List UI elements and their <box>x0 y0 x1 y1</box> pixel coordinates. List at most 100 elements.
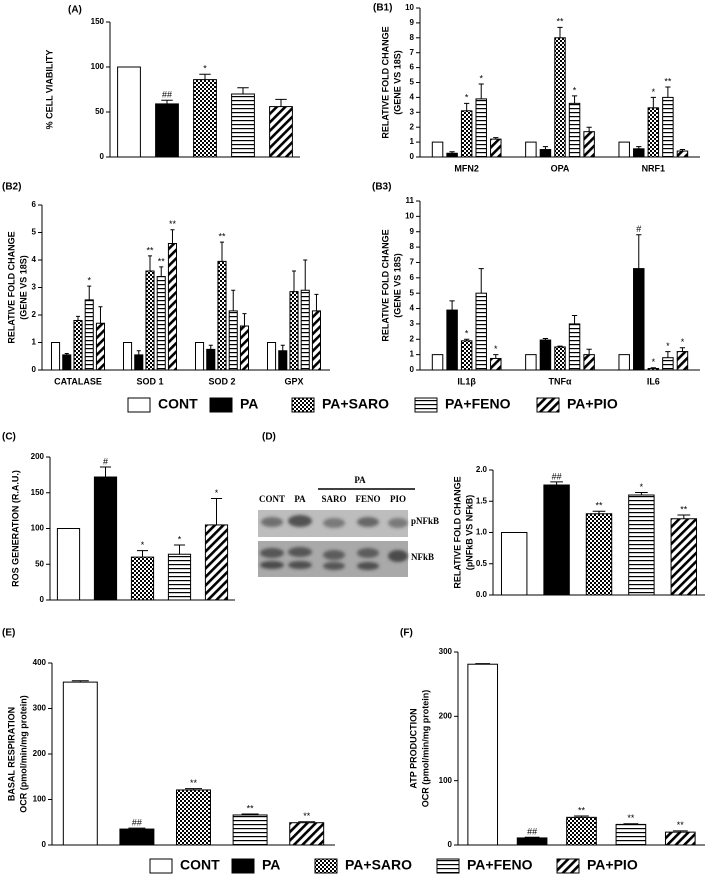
lane-label: CONT <box>259 494 285 504</box>
y-tick-label: 3 <box>410 107 415 116</box>
y-axis-label: RELATIVE FOLD CHANGE <box>6 231 16 343</box>
error-bar <box>136 550 149 558</box>
bar <box>516 837 548 846</box>
bar <box>554 37 566 158</box>
y-tick-label: 1.0 <box>476 528 488 537</box>
significance-mark: * <box>465 93 469 103</box>
significance-mark: * <box>573 85 577 95</box>
y-tick-label: 0 <box>410 365 415 374</box>
error-bar <box>71 680 89 683</box>
bar <box>228 310 238 371</box>
y-axis-label: OCR (pmol/min/mg protein) <box>18 695 28 813</box>
y-tick-label: 50 <box>95 107 104 116</box>
y-tick-label: 2 <box>410 122 415 131</box>
error-bar <box>64 353 69 355</box>
significance-mark: * <box>178 534 182 544</box>
y-tick-label: 7 <box>410 258 415 267</box>
significance-mark: ** <box>169 219 177 229</box>
error-bar <box>665 86 671 98</box>
y-tick-label: 8 <box>410 242 415 251</box>
panel-label: (E) <box>2 628 15 639</box>
y-tick-label: 50 <box>35 559 44 568</box>
y-axis-label: RELATIVE FOLD CHANGE <box>380 26 390 138</box>
error-bar <box>275 98 287 107</box>
bar <box>231 93 255 158</box>
legend-label: PA+SARO <box>345 857 412 873</box>
bar <box>568 323 581 371</box>
significance-mark: * <box>203 64 207 74</box>
bar <box>490 138 502 158</box>
y-tick-label: 400 <box>33 658 47 667</box>
bar <box>145 270 155 371</box>
x-tick-label: SOD 2 <box>208 376 235 386</box>
bar <box>583 131 595 158</box>
y-tick-label: 0 <box>100 152 105 161</box>
error-bar <box>241 813 259 815</box>
error-bar <box>586 348 592 355</box>
error-bar <box>159 266 164 277</box>
y-tick-label: 4 <box>410 93 415 102</box>
bar <box>167 243 178 371</box>
significance-mark: * <box>494 344 498 354</box>
y-tick-label: 5 <box>410 78 415 87</box>
error-bar <box>280 344 285 351</box>
y-tick-label: 0 <box>32 365 37 374</box>
bar <box>446 309 458 371</box>
error-bar <box>475 663 491 665</box>
legend-swatch <box>414 397 438 413</box>
bar <box>539 149 552 158</box>
significance-mark: ** <box>677 820 685 830</box>
bar <box>278 350 288 371</box>
bar <box>239 325 250 371</box>
error-bar <box>493 354 499 359</box>
bar <box>206 348 216 371</box>
error-bar <box>99 466 112 478</box>
error-bar <box>478 83 484 99</box>
bar <box>525 141 537 158</box>
error-bar <box>291 270 297 292</box>
legend-swatch <box>149 858 173 874</box>
significance-mark: * <box>215 488 219 498</box>
x-tick-label: TNFα <box>548 376 571 386</box>
bar <box>289 822 325 846</box>
panel-label: (D) <box>262 432 276 443</box>
x-tick-label: SOD 1 <box>136 376 163 386</box>
panel-label: (B3) <box>372 182 391 193</box>
significance-mark: ** <box>680 504 688 514</box>
error-bar <box>650 96 656 108</box>
panel-label: (C) <box>2 432 16 443</box>
y-tick-label: 0.0 <box>476 590 488 599</box>
y-axis-label: (GENE VS 18S) <box>392 253 402 318</box>
error-bar <box>210 497 223 525</box>
x-tick-label: NRF1 <box>642 163 666 173</box>
bar <box>467 663 499 846</box>
legend-label: PA <box>240 396 258 412</box>
bar <box>232 814 268 846</box>
y-axis-label: RELATIVE FOLD CHANGE <box>452 476 462 588</box>
error-bar <box>557 26 563 38</box>
error-bar <box>237 87 249 94</box>
y-tick-label: 1 <box>410 137 415 146</box>
error-bar <box>147 255 153 271</box>
significance-mark: * <box>681 337 685 347</box>
error-bar <box>170 229 175 244</box>
y-axis-label: BASAL RESPIRATION <box>6 707 16 801</box>
significance-mark: ** <box>664 76 672 86</box>
y-tick-label: 6 <box>410 63 415 72</box>
y-tick-label: 0 <box>40 595 45 604</box>
y-tick-label: 0.5 <box>476 559 488 568</box>
x-tick-label: OPA <box>551 163 570 173</box>
y-tick-label: 6 <box>410 273 415 282</box>
bar <box>566 816 597 846</box>
y-tick-label: 2 <box>410 334 415 343</box>
bar <box>204 524 229 601</box>
error-bar <box>298 821 316 823</box>
y-tick-label: 200 <box>33 749 47 758</box>
significance-mark: ## <box>552 471 562 481</box>
legend-swatch <box>291 397 315 413</box>
error-bar <box>550 481 563 485</box>
error-bar <box>87 285 92 300</box>
bar <box>176 789 211 846</box>
bar <box>568 102 581 158</box>
bar <box>543 484 570 596</box>
